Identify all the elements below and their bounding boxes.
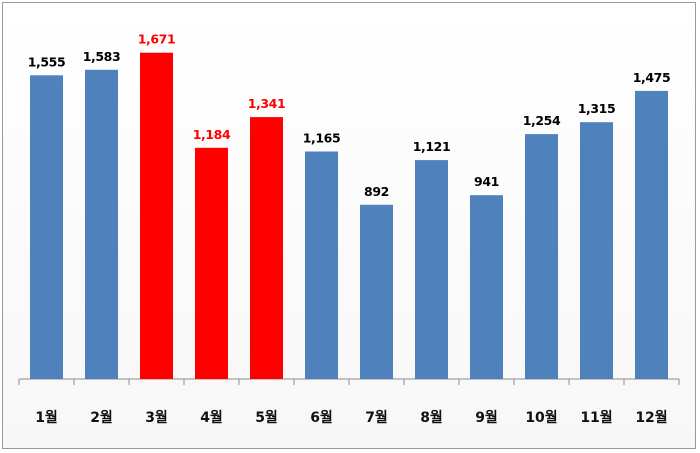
category-label-group: 1월 2월 3월 4월 5월 6월 7월 8월 9월 10월 11월 12월 — [18, 379, 680, 426]
category-label-4: 4월 — [200, 409, 223, 426]
value-label-11: 1,315 — [578, 101, 616, 116]
bar-6 — [305, 151, 338, 379]
bar-1 — [30, 75, 63, 380]
value-label-group: 1,555 1,583 1,671 1,184 1,341 1,165 892 1,121 94… — [28, 32, 671, 199]
category-label-2: 2월 — [90, 409, 113, 426]
bar-2 — [85, 69, 118, 380]
category-label-8: 8월 — [420, 409, 443, 426]
value-label-7: 892 — [364, 184, 389, 199]
bar-8 — [415, 160, 448, 379]
bar-9 — [470, 195, 503, 379]
value-label-4: 1,184 — [193, 127, 231, 142]
bar-3 — [140, 52, 173, 379]
bar-chart: 1,555 1,583 1,671 1,184 1,341 1,165 892 1,121 94… — [18, 32, 680, 426]
category-label-12: 12월 — [635, 409, 667, 426]
category-label-1: 1월 — [35, 409, 58, 426]
category-label-11: 11월 — [580, 409, 612, 426]
bar-4 — [195, 147, 228, 379]
bar-5 — [250, 117, 283, 379]
value-label-9: 941 — [474, 174, 499, 189]
value-label-10: 1,254 — [523, 113, 561, 128]
bar-11 — [580, 122, 613, 379]
category-label-10: 10월 — [525, 409, 557, 426]
value-label-3: 1,671 — [138, 32, 176, 47]
category-label-6: 6월 — [310, 409, 333, 426]
category-label-7: 7월 — [365, 409, 388, 426]
bar-group — [30, 52, 668, 380]
value-label-6: 1,165 — [303, 131, 341, 146]
bar-12 — [635, 90, 668, 380]
bar-7 — [360, 204, 393, 379]
category-label-9: 9월 — [475, 409, 498, 426]
category-label-5: 5월 — [255, 409, 278, 426]
value-label-5: 1,341 — [248, 96, 286, 111]
chart-frame: 1,555 1,583 1,671 1,184 1,341 1,165 892 1,121 94… — [2, 2, 696, 449]
value-label-1: 1,555 — [28, 54, 66, 69]
category-label-3: 3월 — [145, 409, 168, 426]
value-label-2: 1,583 — [83, 49, 121, 64]
value-label-12: 1,475 — [633, 70, 671, 85]
bar-10 — [525, 134, 558, 379]
value-label-8: 1,121 — [413, 139, 451, 154]
